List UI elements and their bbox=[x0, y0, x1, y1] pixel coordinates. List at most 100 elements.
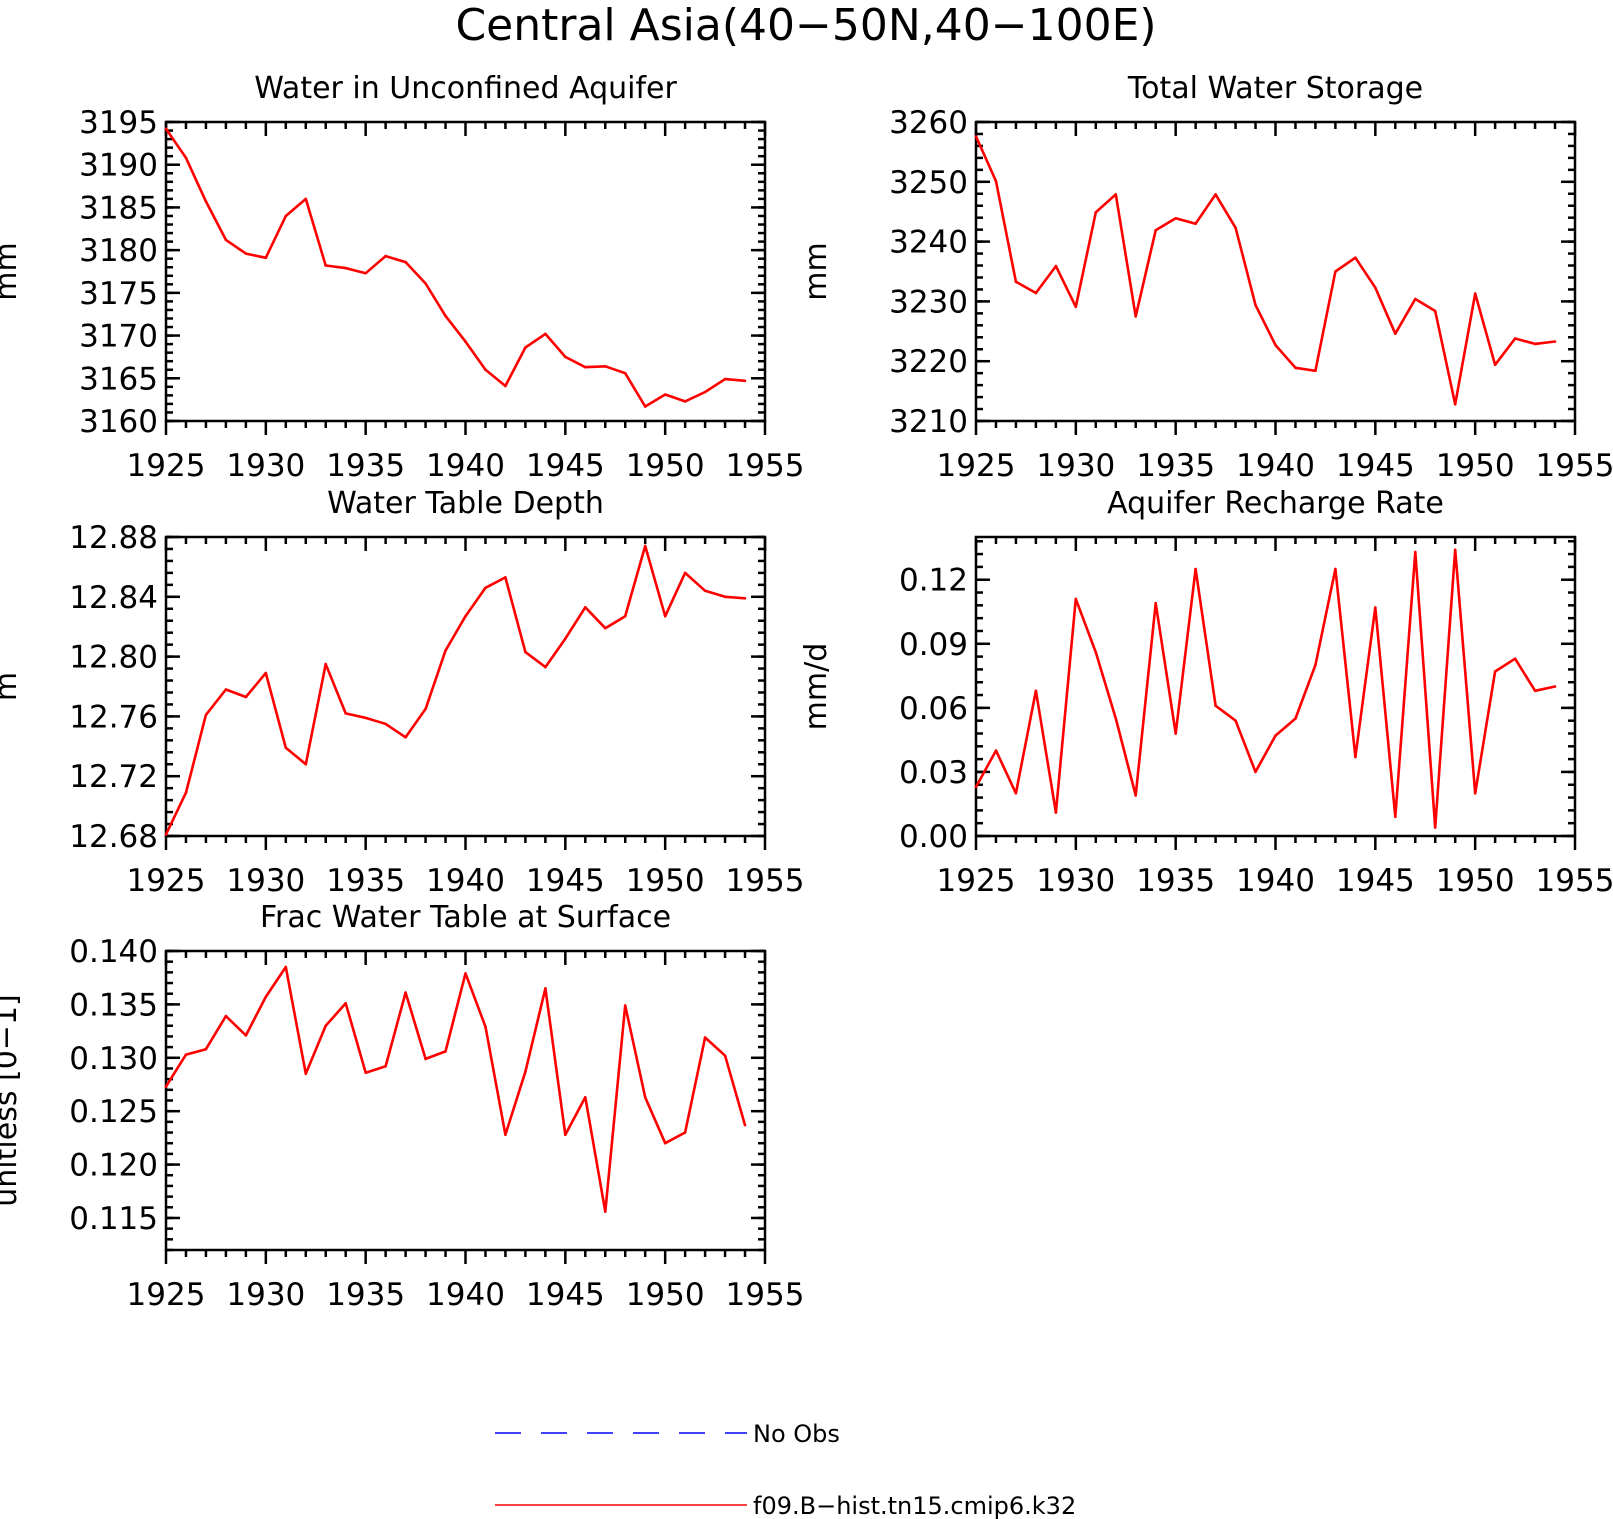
x-tick-label: 1930 bbox=[226, 863, 305, 899]
data-point bbox=[424, 707, 427, 711]
data-point bbox=[364, 1071, 368, 1074]
data-point bbox=[643, 405, 647, 408]
x-tick-label: 1940 bbox=[426, 448, 505, 484]
y-tick-label: 12.88 bbox=[69, 520, 158, 556]
data-point bbox=[1473, 292, 1477, 295]
data-point bbox=[1034, 291, 1038, 295]
data-point bbox=[1433, 826, 1437, 829]
y-tick-label: 3195 bbox=[79, 105, 158, 141]
data-point bbox=[1553, 685, 1557, 688]
data-point bbox=[1094, 211, 1098, 214]
data-point bbox=[1274, 343, 1277, 347]
data-point bbox=[703, 390, 707, 394]
data-point bbox=[324, 264, 328, 267]
data-point bbox=[404, 260, 407, 264]
data-point bbox=[364, 271, 368, 275]
data-point bbox=[264, 671, 268, 675]
data-point bbox=[723, 1054, 727, 1057]
y-tick-label: 3185 bbox=[79, 190, 158, 226]
x-tick-label: 1945 bbox=[1336, 863, 1415, 899]
y-tick-label: 3240 bbox=[889, 225, 968, 261]
data-point bbox=[743, 1123, 747, 1127]
data-point bbox=[224, 1014, 228, 1018]
legend: No Obs f09.B−hist.tn15.cmip6.k32 bbox=[495, 1420, 1076, 1519]
data-point bbox=[204, 713, 208, 717]
data-point bbox=[1354, 755, 1357, 759]
data-point bbox=[604, 626, 607, 630]
data-point bbox=[524, 650, 527, 654]
data-point bbox=[284, 746, 288, 750]
x-tick-label: 1955 bbox=[726, 863, 805, 899]
data-point bbox=[304, 1072, 308, 1076]
x-tick-label: 1935 bbox=[326, 1277, 405, 1313]
data-point bbox=[584, 365, 587, 369]
data-point bbox=[344, 1002, 348, 1005]
y-axis-label: mm/d bbox=[799, 643, 834, 731]
panel-2: Total Water Storage mm 1925 1930 1935 1940 194… bbox=[799, 71, 1613, 484]
legend-label-2: f09.B−hist.tn15.cmip6.k32 bbox=[753, 1492, 1076, 1519]
data-point bbox=[1533, 689, 1537, 693]
data-point bbox=[1194, 222, 1197, 225]
data-point bbox=[1174, 217, 1177, 220]
data-point bbox=[444, 314, 447, 318]
x-tick-label: 1945 bbox=[526, 448, 605, 484]
y-tick-label: 0.120 bbox=[69, 1148, 158, 1184]
data-point bbox=[1374, 606, 1377, 609]
y-tick-label: 3180 bbox=[79, 233, 158, 269]
data-point bbox=[1074, 305, 1078, 309]
data-point bbox=[464, 972, 467, 975]
series-line bbox=[164, 544, 746, 836]
x-tick-label: 1955 bbox=[726, 448, 805, 484]
series-line bbox=[164, 128, 746, 408]
data-point bbox=[1254, 770, 1257, 774]
y-tick-label: 3175 bbox=[79, 276, 158, 312]
data-point bbox=[544, 332, 547, 336]
x-tick-label: 1945 bbox=[526, 863, 605, 899]
data-point bbox=[384, 1065, 387, 1068]
data-point bbox=[623, 614, 627, 618]
data-point bbox=[444, 1050, 447, 1053]
data-point bbox=[1513, 657, 1517, 660]
series-line bbox=[164, 965, 747, 1213]
panel-1: Water in Unconfined Aquifer mm 1925 1930 193… bbox=[0, 71, 804, 484]
x-tick-label: 1935 bbox=[326, 448, 405, 484]
data-point bbox=[974, 785, 978, 789]
data-point bbox=[663, 614, 667, 618]
data-point bbox=[1493, 363, 1497, 367]
y-tick-label: 3190 bbox=[79, 148, 158, 184]
data-point bbox=[564, 355, 567, 359]
y-axis-label: m bbox=[0, 672, 24, 701]
y-tick-label: 0.12 bbox=[899, 563, 968, 599]
data-point bbox=[703, 1036, 707, 1039]
data-point bbox=[244, 252, 248, 255]
data-point bbox=[424, 282, 427, 285]
x-tick-label: 1955 bbox=[1536, 448, 1613, 484]
data-point bbox=[164, 833, 168, 836]
data-point bbox=[504, 384, 507, 388]
plot-frame bbox=[974, 535, 1577, 838]
data-point bbox=[1014, 792, 1018, 795]
data-point bbox=[224, 238, 228, 242]
panel-5: Frac Water Table at Surface unitless [0−1… bbox=[0, 900, 804, 1313]
data-point bbox=[324, 1024, 328, 1028]
data-point bbox=[1334, 567, 1337, 571]
x-tick-label: 1925 bbox=[127, 448, 206, 484]
x-tick-label: 1925 bbox=[937, 863, 1016, 899]
data-point bbox=[604, 1210, 607, 1213]
data-point bbox=[224, 688, 228, 691]
data-point bbox=[1354, 256, 1357, 260]
x-tick-label: 1940 bbox=[1236, 448, 1315, 484]
y-tick-label: 3230 bbox=[889, 284, 968, 320]
panels: Water in Unconfined Aquifer mm 1925 1930 193… bbox=[0, 71, 1613, 1313]
data-point bbox=[683, 1131, 687, 1134]
data-point bbox=[1414, 550, 1417, 554]
data-point bbox=[184, 156, 188, 160]
data-point bbox=[1334, 270, 1337, 273]
data-point bbox=[743, 379, 747, 383]
data-point bbox=[524, 1070, 527, 1073]
data-point bbox=[1254, 303, 1257, 307]
data-point bbox=[1394, 332, 1397, 336]
y-tick-label: 12.76 bbox=[69, 699, 158, 735]
panel-4: Aquifer Recharge Rate mm/d 1925 1930 1935 194… bbox=[799, 486, 1613, 899]
